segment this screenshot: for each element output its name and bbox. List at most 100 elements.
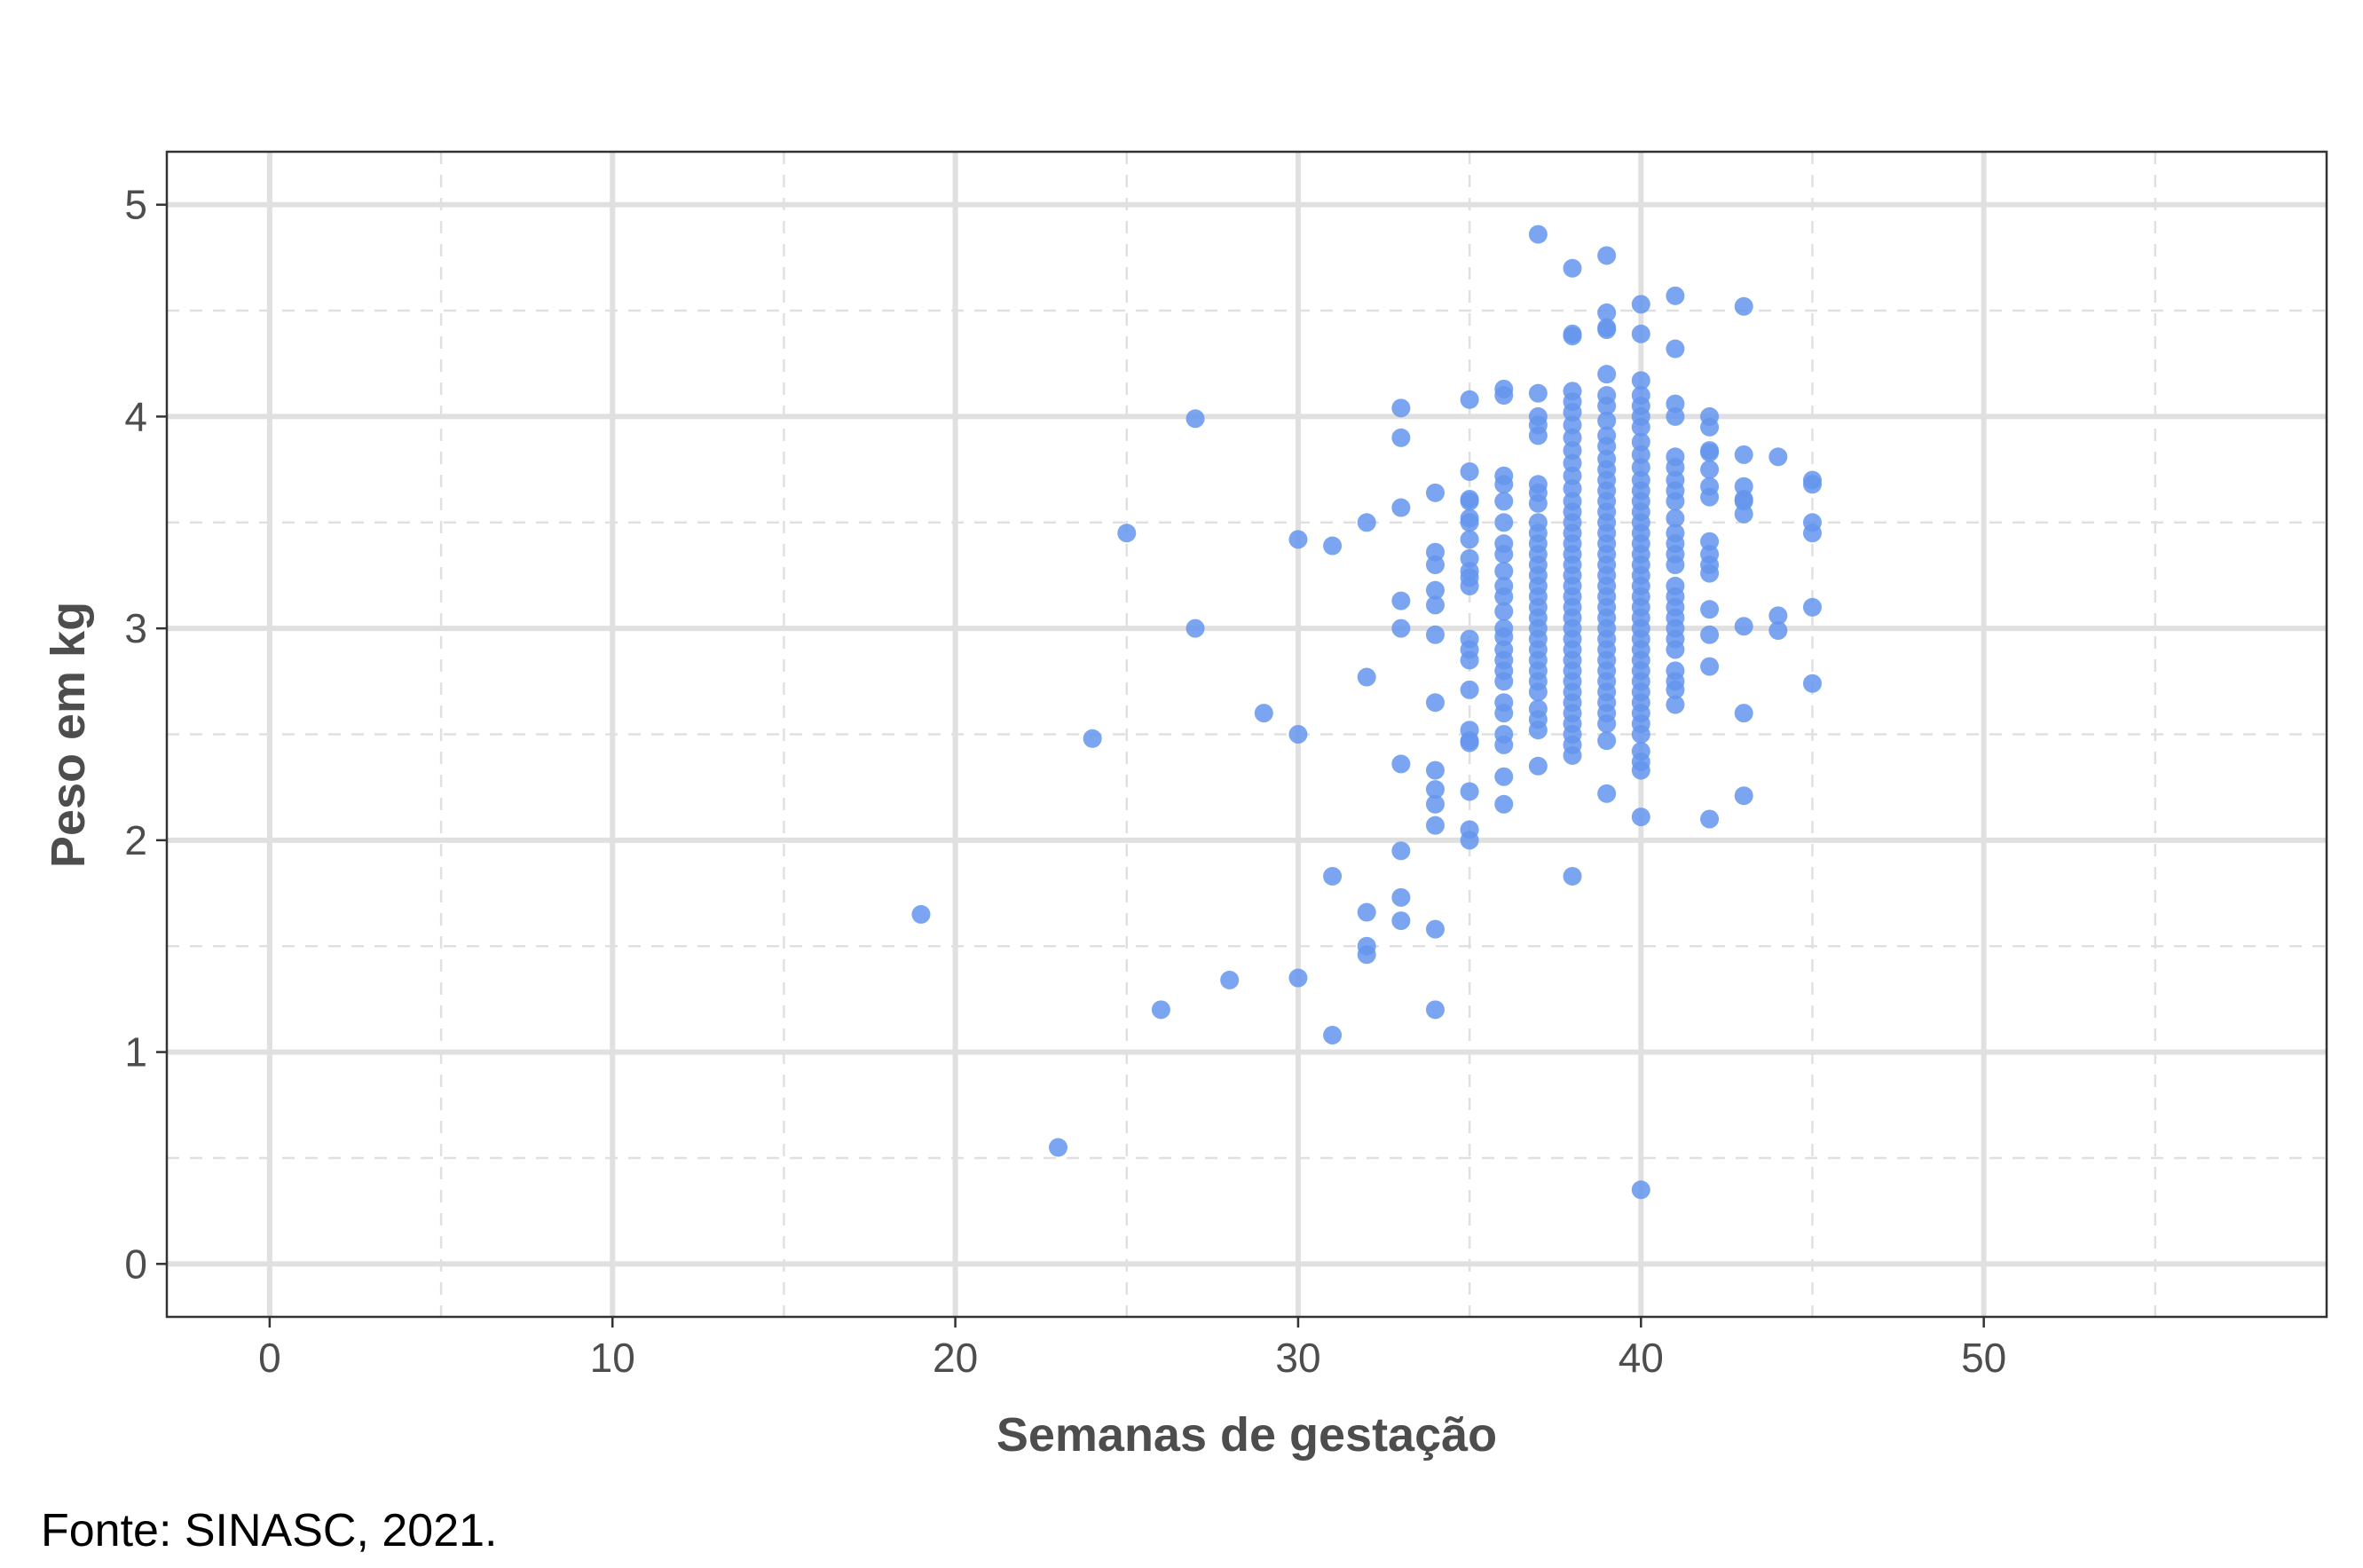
data-point	[1597, 396, 1617, 415]
data-point	[1425, 760, 1445, 780]
data-point	[1631, 295, 1650, 314]
data-point	[1528, 756, 1548, 776]
data-point	[1460, 390, 1479, 409]
data-point	[1083, 729, 1102, 748]
data-point	[1460, 650, 1479, 670]
data-point	[1734, 504, 1753, 524]
data-point	[1528, 426, 1548, 445]
data-point	[1631, 725, 1650, 744]
data-point	[1768, 447, 1788, 467]
data-point	[1631, 417, 1650, 437]
data-point	[1528, 721, 1548, 740]
data-point	[1391, 498, 1411, 517]
x-tick-label: 40	[1619, 1335, 1664, 1381]
data-point	[1494, 587, 1514, 606]
data-point	[1494, 386, 1514, 406]
data-point	[1700, 657, 1720, 676]
panel-border	[165, 150, 2328, 1319]
data-point	[1494, 704, 1514, 723]
y-tick-label: 5	[124, 182, 147, 228]
data-point	[1425, 1000, 1445, 1020]
axis-ticks: 0 10 20 30 40 50 0 1 2 3 4 5	[124, 182, 2006, 1381]
data-point	[1666, 695, 1685, 714]
x-axis-title: Semanas de gestação	[996, 1408, 1497, 1462]
data-point	[1802, 524, 1822, 543]
data-point	[1734, 704, 1753, 723]
data-point	[1460, 782, 1479, 801]
data-points	[911, 225, 1822, 1200]
data-point	[1597, 303, 1617, 322]
data-point	[1802, 597, 1822, 617]
data-point	[1391, 619, 1411, 638]
data-point	[1288, 725, 1308, 744]
data-point	[1185, 619, 1205, 638]
data-point	[1391, 591, 1411, 611]
data-point	[1460, 513, 1479, 532]
data-point	[1494, 562, 1514, 581]
data-point	[1700, 443, 1720, 462]
data-point	[1460, 530, 1479, 549]
data-point	[1700, 417, 1720, 437]
data-point	[1254, 704, 1273, 723]
data-point	[1631, 371, 1650, 390]
data-point	[1425, 625, 1445, 644]
data-point	[1185, 409, 1205, 429]
data-point	[1425, 693, 1445, 713]
data-point	[1460, 831, 1479, 850]
data-point	[1734, 617, 1753, 636]
data-point	[1700, 625, 1720, 644]
data-point	[1494, 513, 1514, 532]
data-point	[1323, 1025, 1343, 1044]
data-point	[1151, 1000, 1170, 1020]
x-tick-label: 30	[1275, 1335, 1320, 1381]
data-point	[1528, 383, 1548, 403]
x-tick-label: 10	[590, 1335, 635, 1381]
data-point	[1323, 536, 1343, 555]
data-point	[1357, 945, 1376, 965]
data-point	[1597, 365, 1617, 384]
data-point	[1288, 968, 1308, 988]
data-point	[1494, 602, 1514, 621]
data-point	[1666, 286, 1685, 305]
y-tick-label: 0	[124, 1241, 147, 1287]
data-point	[1357, 513, 1376, 532]
data-point	[911, 904, 931, 924]
data-point	[1666, 339, 1685, 359]
data-point	[1666, 492, 1685, 511]
data-point	[1425, 794, 1445, 814]
data-point	[1425, 555, 1445, 575]
data-point	[1425, 816, 1445, 835]
data-point	[1528, 682, 1548, 702]
data-point	[1391, 841, 1411, 861]
data-point	[1357, 902, 1376, 922]
data-point	[1563, 327, 1582, 346]
data-point	[1425, 580, 1445, 600]
data-point	[1666, 406, 1685, 426]
y-tick-label: 1	[124, 1029, 147, 1076]
data-point	[1597, 246, 1617, 265]
y-axis-title: Peso em kg	[42, 602, 95, 868]
data-point	[1631, 1180, 1650, 1200]
data-point	[1597, 411, 1617, 430]
data-point	[1631, 760, 1650, 780]
data-point	[1768, 606, 1788, 626]
data-point	[1528, 225, 1548, 244]
data-point	[1494, 767, 1514, 786]
data-point	[1391, 428, 1411, 447]
data-point	[1528, 493, 1548, 513]
data-point	[1666, 508, 1685, 528]
data-point	[1700, 563, 1720, 583]
data-point	[1734, 786, 1753, 806]
data-point	[1666, 555, 1685, 575]
data-point	[1802, 475, 1822, 494]
source-note: Fonte: SINASC, 2021.	[41, 1505, 498, 1556]
data-point	[1494, 475, 1514, 494]
data-point	[1494, 492, 1514, 511]
data-point	[1666, 640, 1685, 659]
data-point	[1425, 780, 1445, 800]
data-point	[1117, 524, 1137, 543]
data-point	[1494, 672, 1514, 691]
data-point	[1391, 887, 1411, 907]
data-point	[1768, 621, 1788, 641]
